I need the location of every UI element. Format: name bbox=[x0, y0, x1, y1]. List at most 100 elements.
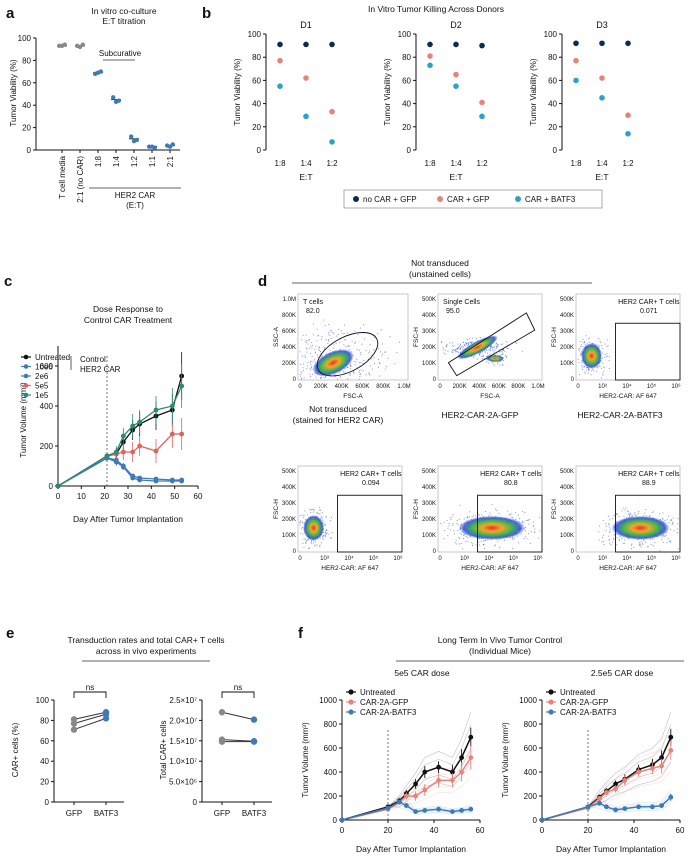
flow-x-tick-label: 10⁵ bbox=[509, 555, 519, 562]
flow-event bbox=[323, 535, 325, 537]
flow-gate bbox=[615, 494, 681, 553]
panel-b-y-tick-label: 60 bbox=[252, 76, 261, 85]
flow-event bbox=[316, 340, 318, 342]
flow-event bbox=[310, 364, 312, 366]
flow-event bbox=[501, 351, 503, 353]
panel-c-point bbox=[137, 443, 143, 449]
panel-letter-d: d bbox=[258, 273, 267, 290]
panel-f-point bbox=[585, 804, 591, 810]
panel-f-x-tick-label: 60 bbox=[676, 826, 685, 835]
panel-c-point bbox=[55, 483, 61, 489]
flow-event bbox=[314, 348, 316, 350]
flow-row2-title-1-line2: (stained for HER2 CAR) bbox=[293, 415, 384, 425]
flow-event bbox=[589, 341, 591, 343]
panel-c-point bbox=[137, 419, 143, 425]
flow-event bbox=[492, 363, 494, 365]
flow-event bbox=[495, 544, 497, 546]
flow-y-tick-label: 300K bbox=[422, 329, 436, 335]
flow-event bbox=[467, 345, 469, 347]
flow-event bbox=[306, 365, 308, 367]
flow-event bbox=[629, 514, 631, 516]
flow-event bbox=[598, 531, 600, 533]
flow-event bbox=[602, 534, 604, 536]
flow-density-core bbox=[458, 515, 526, 540]
panel-f-x-tick-label: 0 bbox=[540, 826, 545, 835]
flow-event bbox=[659, 513, 661, 515]
panel-b-point bbox=[277, 83, 283, 89]
flow-event bbox=[459, 537, 461, 539]
flow-x-tick-label: 600K bbox=[355, 384, 369, 390]
flow-event bbox=[520, 533, 522, 535]
legend-b-label: CAR + GFP bbox=[447, 195, 489, 204]
flow-gate-name: T cells bbox=[303, 299, 324, 306]
significance-label: ns bbox=[234, 683, 242, 692]
flow-event bbox=[503, 357, 505, 359]
flow-event bbox=[447, 527, 449, 529]
flow-event bbox=[300, 378, 302, 380]
flow-event bbox=[319, 545, 321, 547]
flow-event bbox=[384, 351, 386, 353]
flow-y-tick-label: 400K bbox=[560, 485, 574, 491]
flow-event bbox=[631, 514, 633, 516]
flow-event bbox=[358, 370, 360, 372]
flow-event bbox=[302, 526, 304, 528]
panel-f-legend-marker bbox=[348, 689, 354, 695]
panel-c-point bbox=[120, 433, 126, 439]
flow-x-tick-label: 1.0M bbox=[531, 384, 544, 390]
flow-event bbox=[488, 515, 490, 517]
flow-event bbox=[663, 535, 665, 537]
flow-gate-percent: 88.9 bbox=[642, 480, 656, 487]
flow-event bbox=[314, 545, 316, 547]
panel-f-point bbox=[613, 807, 618, 813]
flow-event bbox=[471, 543, 473, 545]
flow-event bbox=[320, 509, 322, 511]
flow-event bbox=[330, 537, 332, 539]
panel-f-legend-marker bbox=[548, 709, 554, 715]
flow-event bbox=[313, 509, 315, 511]
flow-event bbox=[505, 355, 507, 357]
flow-event bbox=[607, 355, 609, 357]
flow-event bbox=[445, 344, 447, 346]
flow-event bbox=[345, 372, 347, 374]
flow-event bbox=[671, 519, 673, 521]
flow-event bbox=[329, 335, 331, 337]
panel-a-title-line2: E:T titration bbox=[102, 16, 146, 26]
panel-c-x-axis-label: Day After Tumor Implantation bbox=[73, 514, 183, 524]
individual-mouse-trace bbox=[541, 712, 672, 821]
individual-mouse-trace bbox=[541, 729, 672, 821]
flow-event bbox=[600, 341, 602, 343]
flow-event bbox=[581, 362, 583, 364]
flow-event bbox=[344, 339, 346, 341]
flow-y-tick-label: 0 bbox=[293, 549, 297, 555]
flow-event bbox=[672, 517, 674, 519]
flow-x-tick-label: 0 bbox=[438, 384, 442, 390]
flow-event bbox=[353, 371, 355, 373]
flow-event bbox=[457, 347, 459, 349]
flow-event bbox=[479, 354, 481, 356]
panel-f-point bbox=[459, 808, 464, 813]
flow-event bbox=[447, 350, 449, 352]
flow-event bbox=[349, 368, 351, 370]
panel-f-legend-label: CAR-2A-GFP bbox=[360, 698, 408, 707]
flow-event bbox=[642, 544, 644, 546]
panel-b-y-tick-label: 40 bbox=[402, 100, 411, 109]
flow-density-core bbox=[611, 515, 670, 540]
flow-event bbox=[578, 361, 580, 363]
panel-f-legend-marker bbox=[348, 709, 354, 715]
flow-event bbox=[603, 367, 605, 369]
flow-event bbox=[330, 516, 332, 518]
panel-d: d Not transduced (unstained cells) Not t… bbox=[258, 258, 681, 572]
panel-c-y-axis-label: Tumor Volume (mm³) bbox=[19, 382, 28, 458]
flow-event bbox=[374, 363, 376, 365]
flow-event bbox=[580, 341, 582, 343]
flow-event bbox=[318, 349, 320, 351]
panel-c-point bbox=[169, 477, 175, 483]
flow-event bbox=[616, 513, 618, 515]
flow-event bbox=[308, 539, 310, 541]
flow-event bbox=[455, 349, 457, 351]
flow-event bbox=[309, 374, 311, 376]
flow-event bbox=[627, 513, 629, 515]
flow-event bbox=[447, 535, 449, 537]
flow-event bbox=[324, 347, 326, 349]
flow-event bbox=[348, 373, 350, 375]
